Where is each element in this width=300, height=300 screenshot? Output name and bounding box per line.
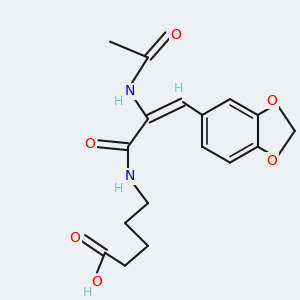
Text: H: H bbox=[113, 94, 123, 108]
Text: O: O bbox=[92, 275, 102, 290]
Text: H: H bbox=[173, 82, 183, 95]
Text: O: O bbox=[266, 154, 277, 168]
Text: O: O bbox=[266, 94, 277, 108]
Text: O: O bbox=[85, 137, 95, 151]
Text: O: O bbox=[70, 231, 80, 245]
Text: O: O bbox=[171, 28, 182, 42]
Text: N: N bbox=[125, 169, 135, 183]
Text: N: N bbox=[125, 84, 135, 98]
Text: H: H bbox=[82, 286, 92, 299]
Text: H: H bbox=[113, 182, 123, 195]
